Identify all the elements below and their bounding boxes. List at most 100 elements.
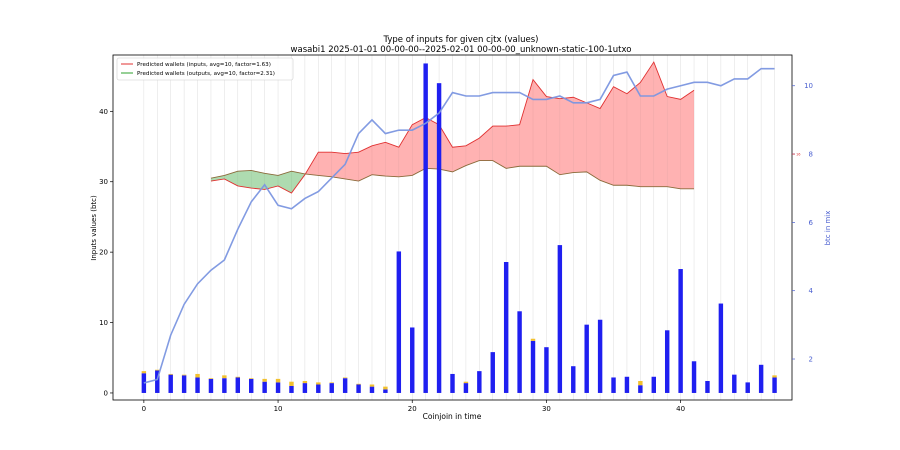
bar — [208, 378, 214, 393]
bar — [329, 383, 334, 393]
band-segment — [506, 124, 520, 169]
bar — [181, 375, 187, 393]
bar-top — [249, 378, 254, 379]
bar-top — [772, 375, 777, 378]
y-tick-label: 40 — [99, 108, 108, 116]
bar — [463, 383, 469, 393]
bar-top — [262, 378, 267, 382]
bar — [383, 389, 388, 393]
y2-tick-label: 8 — [809, 151, 813, 159]
bar-top — [289, 381, 294, 386]
x-tick-label: 10 — [274, 405, 283, 413]
bar-series — [141, 63, 777, 393]
band-segment — [291, 171, 305, 193]
bar — [249, 378, 254, 393]
bar-top — [195, 373, 200, 378]
y-tick-label: 20 — [99, 249, 108, 257]
bar — [664, 330, 670, 393]
band-segment — [546, 96, 560, 175]
bar-top — [369, 384, 375, 387]
y-axis-left: 0 10 20 30 40 — [99, 108, 113, 397]
legend-entry-inputs: Predicted wallets (inputs, avg=10, facto… — [137, 62, 271, 68]
bar — [195, 377, 200, 393]
y2-tick-label: 6 — [809, 219, 814, 227]
band-segment — [425, 117, 440, 170]
bar — [624, 376, 630, 393]
bar — [651, 376, 656, 393]
chart-title: Type of inputs for given cjtx (values) — [383, 35, 539, 45]
x-axis: 0 10 20 30 40 — [142, 400, 685, 413]
bar-top — [208, 378, 214, 379]
bar — [275, 382, 281, 393]
bar — [141, 373, 147, 393]
bar-top — [141, 371, 147, 374]
band-segment — [318, 152, 332, 177]
band-segment — [251, 170, 265, 190]
bar-top — [329, 382, 334, 384]
y2-tick-label: 2 — [809, 356, 813, 364]
bar — [302, 383, 308, 393]
bar — [436, 83, 442, 393]
y-axis-right: 2 4 6 8 10 16 — [792, 82, 814, 364]
y2-axis-label: btc in mix — [824, 211, 832, 246]
band-segment — [358, 145, 372, 182]
band-segment — [600, 86, 614, 186]
wallet-band — [210, 61, 695, 194]
band-segment — [465, 138, 480, 166]
bar-top — [181, 374, 187, 376]
bar — [745, 382, 750, 393]
bar-top — [463, 381, 469, 384]
bar-top — [530, 338, 536, 341]
y2-tick-label: 10 — [804, 82, 813, 90]
band-segment — [452, 145, 466, 172]
bar-top — [342, 377, 348, 379]
mix-line — [143, 67, 775, 384]
band-segment — [559, 97, 574, 175]
bar — [342, 378, 348, 393]
bar-top — [638, 380, 643, 386]
band-segment — [439, 124, 453, 172]
bar-top — [168, 373, 173, 375]
band-segment — [653, 62, 668, 187]
band-segment — [533, 79, 547, 167]
band-segment — [519, 79, 534, 167]
outputs-line — [210, 160, 695, 190]
bar — [289, 385, 294, 393]
bar — [718, 303, 724, 393]
band-segment — [345, 152, 359, 182]
bar — [235, 377, 241, 393]
bar — [168, 374, 173, 393]
bar — [356, 384, 361, 393]
band-segment — [385, 142, 399, 177]
bar — [611, 377, 616, 393]
bar — [584, 324, 589, 393]
bar — [396, 251, 402, 393]
x-tick-label: 30 — [542, 405, 551, 413]
band-segment — [331, 152, 346, 179]
band-segment — [626, 82, 641, 187]
x-tick-label: 40 — [676, 405, 685, 413]
y2-tick-label: 4 — [809, 287, 814, 295]
bar — [222, 378, 227, 393]
x-tick-label: 20 — [408, 405, 417, 413]
band-segment — [573, 97, 587, 173]
band-segment — [586, 102, 601, 181]
bar — [705, 380, 710, 393]
bar — [316, 384, 321, 393]
bar — [517, 311, 522, 393]
y-tick-label: 0 — [104, 389, 108, 397]
y-tick-label: 10 — [99, 319, 108, 327]
bar — [369, 386, 375, 393]
bar-top — [155, 369, 160, 371]
bar — [530, 340, 536, 393]
bar — [410, 327, 415, 393]
bar — [477, 371, 482, 393]
chart-subtitle: wasabi1 2025-01-01 00-00-00--2025-02-01 … — [291, 45, 632, 55]
bar — [544, 347, 549, 393]
bar — [450, 373, 455, 393]
bar — [155, 370, 160, 393]
bar — [638, 385, 643, 393]
y2-marker-label: 16 — [796, 153, 800, 157]
band-segment — [412, 117, 426, 176]
y-tick-label: 30 — [99, 178, 108, 186]
